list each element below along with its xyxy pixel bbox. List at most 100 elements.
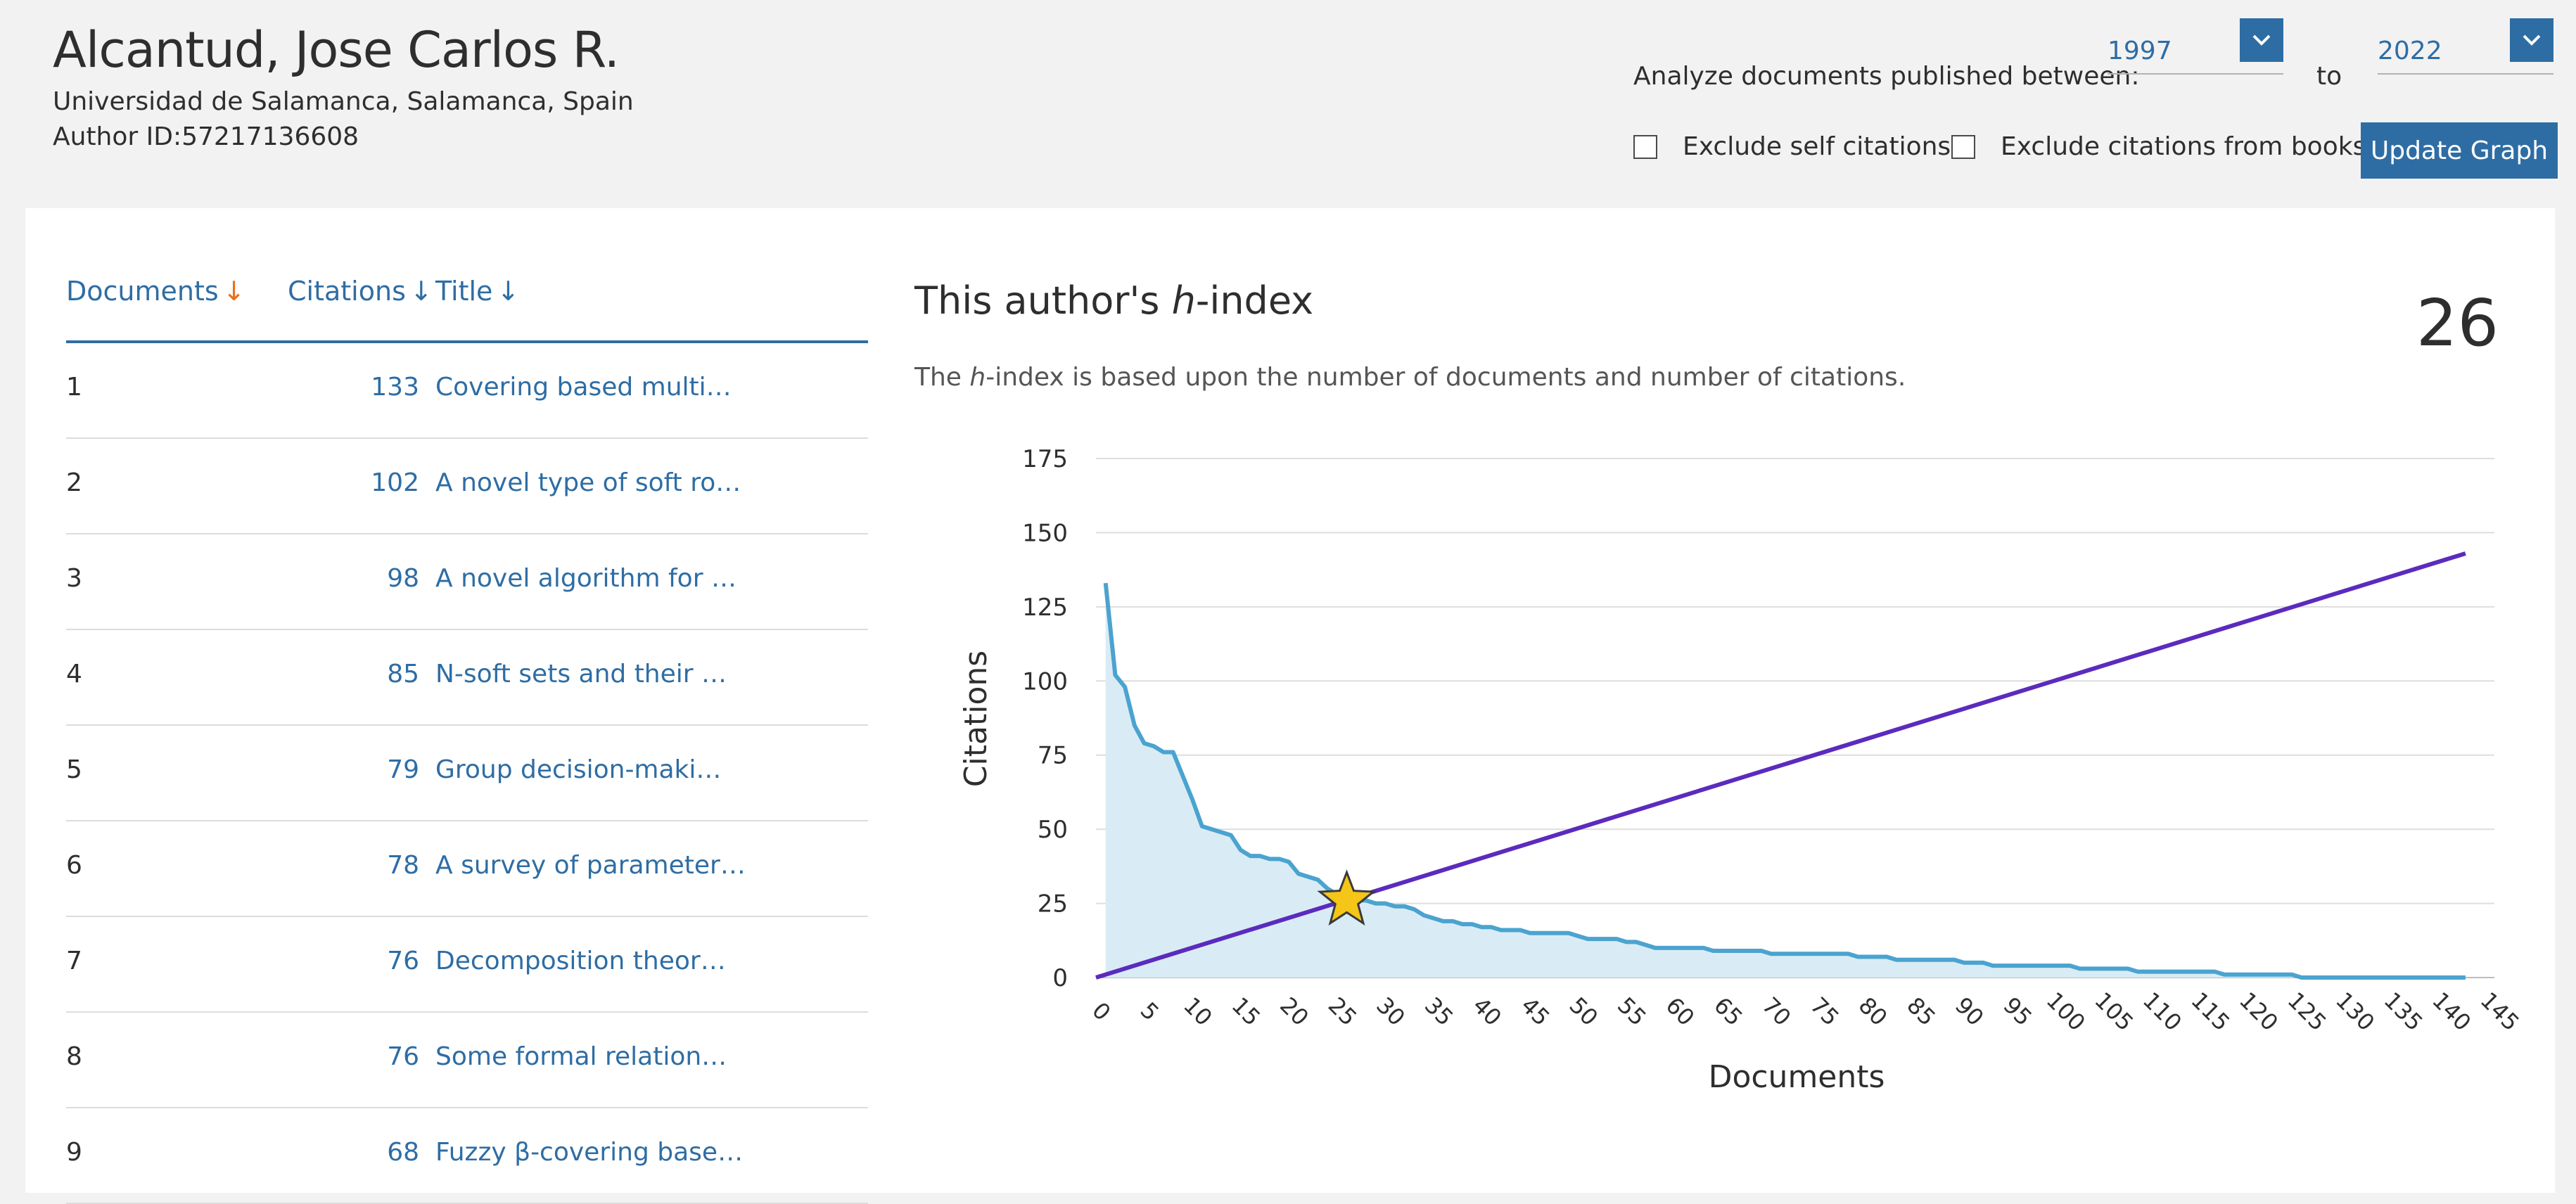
document-title-link[interactable]: Decomposition theor… <box>435 947 726 975</box>
start-year-dropdown-button[interactable] <box>2240 18 2283 62</box>
y-tick-label: 25 <box>1038 890 1068 918</box>
hindex-title-h: h <box>1171 278 1196 323</box>
x-tick-label: 95 <box>1998 992 2037 1031</box>
x-tick-label: 45 <box>1516 992 1555 1031</box>
citation-count-link[interactable]: 76 <box>387 947 419 975</box>
author-affiliation: Universidad de Salamanca, Salamanca, Spa… <box>53 87 634 116</box>
citation-count-link[interactable]: 102 <box>371 468 419 497</box>
x-tick-label: 145 <box>2475 987 2525 1036</box>
sort-by-documents-header[interactable]: Documents ↓ <box>66 276 246 307</box>
table-body: 1 133 Covering based multi… 2 102 A novel ty… <box>66 343 868 1204</box>
hindex-desc-suffix: -index is based upon the number of docum… <box>986 363 1906 392</box>
column-label: Citations <box>288 276 406 307</box>
checkbox-box[interactable] <box>1633 134 1657 159</box>
document-title-link[interactable]: A novel type of soft ro… <box>435 468 741 497</box>
y-tick-label: 100 <box>1022 667 1068 696</box>
documents-table: Documents ↓ Citations ↓ Title ↓ 1 133 Coverin… <box>66 276 868 1204</box>
doc-rank: 2 <box>66 468 82 497</box>
table-row: 2 102 A novel type of soft ro… <box>66 439 868 534</box>
column-label: Documents <box>66 276 219 307</box>
citation-count-link[interactable]: 133 <box>371 373 419 402</box>
document-title-link[interactable]: Covering based multi… <box>435 373 732 402</box>
table-row: 8 76 Some formal relation… <box>66 1013 868 1108</box>
x-tick-label: 55 <box>1612 992 1652 1031</box>
start-year-value: 1997 <box>2108 37 2172 65</box>
x-tick-label: 50 <box>1564 992 1603 1031</box>
citation-count-link[interactable]: 79 <box>387 755 419 784</box>
document-title-link[interactable]: A survey of parameter… <box>435 851 746 880</box>
y-axis-title: Citations <box>958 651 994 787</box>
citation-count-link[interactable]: 78 <box>387 851 419 880</box>
x-tick-label: 40 <box>1467 992 1507 1031</box>
y-tick-label: 150 <box>1022 519 1068 547</box>
x-tick-label: 15 <box>1227 992 1266 1031</box>
end-year-select[interactable]: 2022 <box>2378 18 2553 75</box>
end-year-dropdown-button[interactable] <box>2510 18 2553 62</box>
exclude-book-citations-checkbox[interactable]: Exclude citations from books <box>1951 132 2366 161</box>
document-title-link[interactable]: Group decision-maki… <box>435 755 722 784</box>
exclude-self-citations-label: Exclude self citations <box>1683 132 1951 161</box>
sort-by-title-header[interactable]: Title ↓ <box>435 276 519 307</box>
author-id-value: 57217136608 <box>181 122 359 151</box>
citations-line <box>1103 582 2466 980</box>
exclude-book-citations-label: Exclude citations from books <box>2001 132 2366 161</box>
author-name: Alcantud, Jose Carlos R. <box>53 21 620 79</box>
doc-rank: 7 <box>66 947 82 975</box>
citation-count-link[interactable]: 85 <box>387 660 419 689</box>
hindex-title-suffix: -index <box>1195 278 1314 323</box>
x-tick-label: 130 <box>2330 987 2380 1036</box>
citation-count-link[interactable]: 68 <box>387 1138 419 1167</box>
x-tick-label: 90 <box>1950 992 1989 1031</box>
citations-area <box>1105 583 2466 978</box>
x-tick-label: 70 <box>1757 992 1797 1031</box>
x-tick-label: 120 <box>2234 987 2283 1036</box>
sort-arrow-down-icon: ↓ <box>497 276 520 307</box>
y-tick-label: 75 <box>1038 742 1068 770</box>
table-row: 3 98 A novel algorithm for … <box>66 534 868 630</box>
x-tick-label: 60 <box>1661 992 1700 1031</box>
doc-rank: 1 <box>66 373 82 402</box>
author-id: Author ID:57217136608 <box>53 122 359 151</box>
h-index-diagonal-line <box>1095 551 2466 980</box>
update-graph-button[interactable]: Update Graph <box>2361 122 2558 179</box>
x-tick-label: 100 <box>2041 987 2091 1036</box>
hindex-value: 26 <box>2416 286 2499 361</box>
x-tick-label: 105 <box>2089 987 2138 1036</box>
y-tick-label: 125 <box>1022 594 1068 622</box>
y-tick-label: 0 <box>1052 964 1068 992</box>
table-row: 1 133 Covering based multi… <box>66 343 868 439</box>
document-title-link[interactable]: Fuzzy β-covering base… <box>435 1138 744 1167</box>
hindex-desc-h: h <box>969 363 986 392</box>
document-title-link[interactable]: Some formal relation… <box>435 1042 727 1071</box>
x-tick-label: 0 <box>1087 997 1116 1026</box>
start-year-select[interactable]: 1997 <box>2108 18 2283 75</box>
x-tick-label: 110 <box>2138 987 2187 1036</box>
y-tick-label: 50 <box>1038 816 1068 844</box>
chevron-down-icon <box>2252 34 2271 46</box>
x-tick-label: 85 <box>1901 992 1941 1031</box>
x-tick-label: 125 <box>2283 987 2332 1036</box>
document-title-link[interactable]: A novel algorithm for … <box>435 564 737 593</box>
chevron-down-icon <box>2523 34 2541 46</box>
document-title-link[interactable]: N-soft sets and their … <box>435 660 727 689</box>
hindex-panel: Documents ↓ Citations ↓ Title ↓ 1 133 Coverin… <box>25 208 2555 1204</box>
range-to-label: to <box>2316 62 2342 91</box>
checkbox-box[interactable] <box>1951 134 1975 159</box>
x-tick-label: 75 <box>1805 992 1844 1031</box>
citation-count-link[interactable]: 76 <box>387 1042 419 1071</box>
doc-rank: 5 <box>66 755 82 784</box>
table-row: 6 78 A survey of parameter… <box>66 821 868 917</box>
x-tick-label: 140 <box>2427 987 2476 1036</box>
hindex-title-text: This author's <box>914 278 1172 323</box>
x-tick-label: 20 <box>1275 992 1314 1031</box>
doc-rank: 4 <box>66 660 82 689</box>
chart-series-layer <box>1095 551 2466 980</box>
sort-by-citations-header[interactable]: Citations ↓ <box>288 276 433 307</box>
column-label: Title <box>435 276 493 307</box>
y-tick-label: 175 <box>1022 445 1068 473</box>
exclude-self-citations-checkbox[interactable]: Exclude self citations <box>1633 132 1951 161</box>
doc-rank: 8 <box>66 1042 82 1071</box>
citation-count-link[interactable]: 98 <box>387 564 419 593</box>
analyze-range-label: Analyze documents published between: <box>1633 62 2140 91</box>
